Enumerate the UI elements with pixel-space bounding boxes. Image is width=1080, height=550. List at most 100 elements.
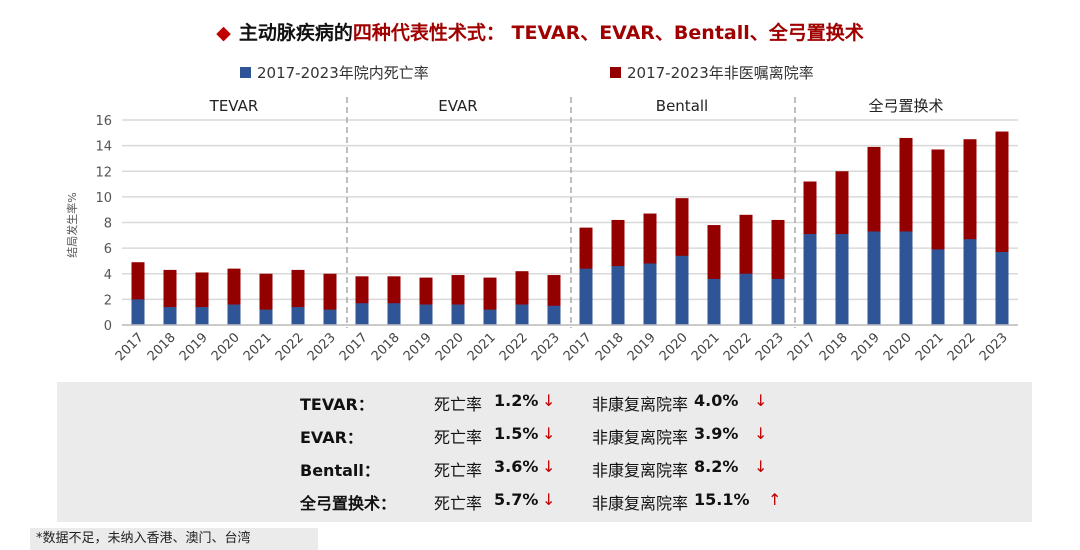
x-tick-label: 2017 [113,330,147,364]
arrow-down-icon: ↓ [754,424,768,443]
bar-mortality [131,299,145,325]
arrow-up-icon: ↑ [768,490,782,509]
x-tick-label: 2022 [273,330,307,364]
bar-mortality [355,303,369,325]
bar-mortality [291,307,305,325]
mortality-label: 死亡率 [434,494,483,513]
mortality-value: 5.7% [494,490,539,509]
non-home-label: 非康复离院率 [592,494,689,513]
bar-mortality [323,309,337,325]
mortality-value: 1.2% [494,391,539,410]
arrow-down-icon: ↓ [542,457,556,476]
arrow-down-icon: ↓ [754,391,768,410]
bar-mortality [227,304,241,325]
procedure-name: 全弓置换术： [300,494,397,513]
footnote: *数据不足，未纳入香港、澳门、台湾 [30,528,318,550]
bar-mortality [579,268,593,325]
x-tick-label: 2022 [945,330,979,364]
x-tick-label: 2020 [209,330,243,364]
legend-swatch-blue [240,67,251,78]
x-tick-label: 2020 [433,330,467,364]
x-tick-label: 2018 [369,330,403,364]
x-tick-label: 2018 [145,330,179,364]
x-tick-label: 2019 [177,330,211,364]
y-tick-label: 12 [95,165,112,180]
non-home-value: 8.2% [694,457,739,476]
x-tick-label: 2019 [401,330,435,364]
bar-mortality [899,231,913,325]
bar-mortality [259,309,273,325]
bar-chart: 0246810121416结局发生率%TEVAR2017201820192020… [65,97,1018,364]
bar-mortality [995,251,1009,325]
x-tick-label: 2021 [689,330,723,364]
x-tick-label: 2021 [465,330,499,364]
group-label: 全弓置换术 [868,97,943,115]
arrow-down-icon: ↓ [542,490,556,509]
bar-mortality [515,304,529,325]
legend-label: 2017-2023年非医嘱离院率 [627,64,814,82]
legend-label: 2017-2023年院内死亡率 [257,64,429,82]
bar-mortality [707,278,721,325]
legend-swatch-red [610,67,621,78]
slide-title: ◆ 主动脉疾病的四种代表性术式： TEVAR、EVAR、Bentall、全弓置换术 [0,18,1080,45]
y-tick-label: 8 [104,217,112,232]
x-tick-label: 2021 [913,330,947,364]
non-home-label: 非康复离院率 [592,428,689,447]
bar-mortality [835,234,849,325]
x-tick-label: 2019 [849,330,883,364]
title-part2: 四种代表性术式： TEVAR、EVAR、Bentall、全弓置换术 [352,22,864,44]
y-tick-label: 16 [95,114,112,129]
bar-mortality [739,273,753,325]
x-tick-label: 2022 [497,330,531,364]
x-tick-label: 2020 [657,330,691,364]
title-part1: 主动脉疾病的 [238,22,353,44]
x-tick-label: 2023 [753,330,787,364]
x-tick-label: 2017 [337,330,371,364]
legend-non-home: 2017-2023年非医嘱离院率 [610,62,814,83]
x-tick-label: 2018 [817,330,851,364]
summary-panel [57,382,1032,522]
diamond-icon: ◆ [216,22,231,44]
group-label: TEVAR [209,97,259,115]
non-home-value: 3.9% [694,424,739,443]
mortality-value: 3.6% [494,457,539,476]
x-tick-label: 2023 [305,330,339,364]
arrow-down-icon: ↓ [754,457,768,476]
bar-mortality [803,234,817,325]
mortality-label: 死亡率 [434,428,483,447]
procedure-name: TEVAR： [300,395,374,414]
bar-mortality [163,307,177,325]
bar-mortality [387,303,401,325]
y-tick-label: 2 [104,293,112,308]
non-home-label: 非康复离院率 [592,461,689,480]
bar-mortality [643,263,657,325]
y-tick-label: 14 [95,140,112,155]
x-tick-label: 2023 [529,330,563,364]
mortality-label: 死亡率 [434,461,483,480]
x-tick-label: 2017 [785,330,819,364]
bar-mortality [611,266,625,325]
y-axis-label: 结局发生率% [65,192,79,257]
bar-mortality [195,307,209,325]
non-home-value: 15.1% [694,490,750,509]
x-tick-label: 2022 [721,330,755,364]
x-tick-label: 2017 [561,330,595,364]
bar-mortality [771,278,785,325]
procedure-name: Bentall： [300,461,380,480]
x-tick-label: 2020 [881,330,915,364]
y-tick-label: 0 [104,319,112,334]
bar-mortality [451,304,465,325]
y-tick-label: 4 [104,268,112,283]
mortality-value: 1.5% [494,424,539,443]
y-tick-label: 10 [95,191,112,206]
x-tick-label: 2023 [977,330,1011,364]
x-tick-label: 2018 [593,330,627,364]
bar-mortality [931,249,945,325]
bar-mortality [675,255,689,325]
bar-mortality [963,239,977,325]
bar-mortality [419,304,433,325]
procedure-name: EVAR： [300,428,363,447]
group-label: EVAR [438,97,477,115]
y-tick-label: 6 [104,242,112,257]
